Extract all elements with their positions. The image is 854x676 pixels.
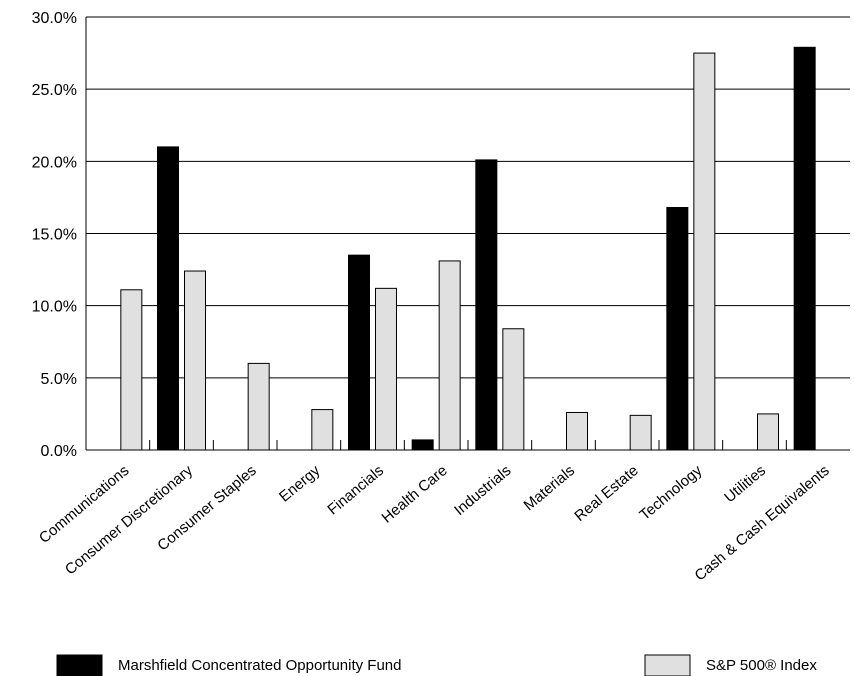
bars [120,46,816,451]
category-label: Utilities [721,462,769,506]
y-tick-label: 30.0% [32,10,77,27]
bar-index [629,414,652,451]
category-label: Consumer Discretionary [62,462,197,579]
bar-index [438,260,461,451]
legend-label-fund: Marshfield Concentrated Opportunity Fund [118,657,401,674]
category-label: Financials [324,462,387,518]
category-label: Health Care [378,462,450,526]
bar-index [120,289,143,451]
bar-fund [475,159,498,451]
bar-fund [793,46,816,451]
bar-index [757,413,779,451]
y-tick-label: 0.0% [41,443,77,460]
bar-fund [411,439,434,451]
legend: Marshfield Concentrated Opportunity Fund… [56,654,817,676]
bar-fund [348,254,370,451]
category-label: Industrials [451,462,514,519]
legend-swatch-index [644,654,691,676]
y-tick-label: 15.0% [32,227,77,244]
bar-fund [666,207,689,451]
y-axis-tick-labels: 0.0% 5.0% 10.0% 15.0% 20.0% 25.0% 30.0% [32,10,77,460]
y-tick-label: 10.0% [32,299,77,316]
category-label: Energy [276,462,324,506]
y-tick-label: 5.0% [41,371,77,388]
category-label: Real Estate [571,462,641,525]
legend-swatch-fund [56,654,103,676]
bar-index [693,52,716,451]
bar-index [502,328,525,451]
x-axis [85,17,850,451]
bar-index [566,411,588,451]
bar-index [184,270,206,451]
y-tick-label: 25.0% [32,82,77,99]
category-label: Technology [636,462,705,524]
bar-fund [157,146,179,451]
bar-index [311,409,334,451]
category-label: Materials [521,462,579,514]
gridlines [86,16,850,379]
legend-label-index: S&P 500® Index [706,657,817,674]
bar-index [247,362,270,451]
bar-index [375,287,397,451]
y-tick-label: 20.0% [32,154,77,171]
